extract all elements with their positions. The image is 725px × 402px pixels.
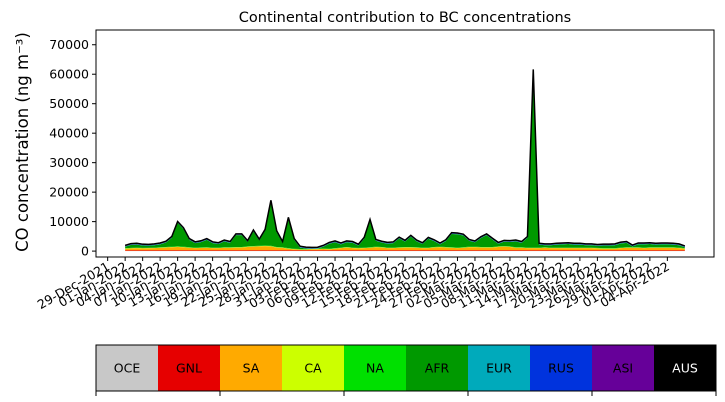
area-sa [125, 246, 685, 251]
area-asi [125, 69, 685, 249]
y-axis-label: CO concentration (ng m⁻³) [13, 32, 32, 252]
legend-swatch-ca [282, 345, 345, 391]
y-tick-label: 60000 [49, 67, 89, 82]
x-axis: 29-Dec-202101-Jan-202204-Jan-202207-Jan-… [35, 257, 672, 312]
area-afr [125, 70, 685, 250]
legend-swatch-na [344, 345, 407, 391]
legend-label-gnl: GNL [176, 361, 202, 376]
legend-swatch-aus [654, 345, 717, 391]
legend-swatch-rus [530, 345, 593, 391]
legend-swatch-afr [406, 345, 469, 391]
legend-label-afr: AFR [425, 361, 450, 376]
area-eur [125, 70, 685, 249]
legend-label-ca: CA [304, 361, 322, 376]
y-tick-label: 40000 [49, 126, 89, 141]
area-aus [125, 69, 685, 248]
plot-area [95, 29, 715, 258]
legend-colorbar: OCE GNL SA CA NA AFR EUR RUS ASI AUS [95, 344, 717, 396]
area-rus [125, 70, 685, 249]
y-tick-label: 0 [81, 244, 89, 259]
chart-title: Continental contribution to BC concentra… [239, 10, 571, 26]
y-tick-label: 50000 [49, 96, 89, 111]
total-concentration-line [124, 69, 686, 249]
legend-swatch-eur [468, 345, 531, 391]
legend-swatch-asi [592, 345, 655, 391]
y-tick-label: 30000 [49, 155, 89, 170]
legend-frame [95, 344, 717, 392]
stacked-areas [125, 69, 685, 252]
y-tick-label: 20000 [49, 185, 89, 200]
legend-swatch-sa [220, 345, 283, 391]
area-gnl [125, 250, 685, 251]
legend-swatch-oce [96, 345, 159, 391]
legend-swatch-gnl [158, 345, 221, 391]
legend-label-na: NA [366, 361, 384, 376]
legend-label-sa: SA [243, 361, 260, 376]
y-tick-label: 10000 [49, 214, 89, 229]
legend-label-asi: ASI [613, 361, 633, 376]
plot-frame [95, 29, 715, 258]
y-tick-label: 70000 [49, 37, 89, 52]
y-axis: 0 10000 20000 30000 40000 50000 60000 70000 [49, 37, 96, 259]
legend-label-rus: RUS [548, 361, 574, 376]
legend-label-oce: OCE [114, 361, 141, 376]
legend-label-aus: AUS [672, 361, 698, 376]
legend-label-eur: EUR [486, 361, 512, 376]
